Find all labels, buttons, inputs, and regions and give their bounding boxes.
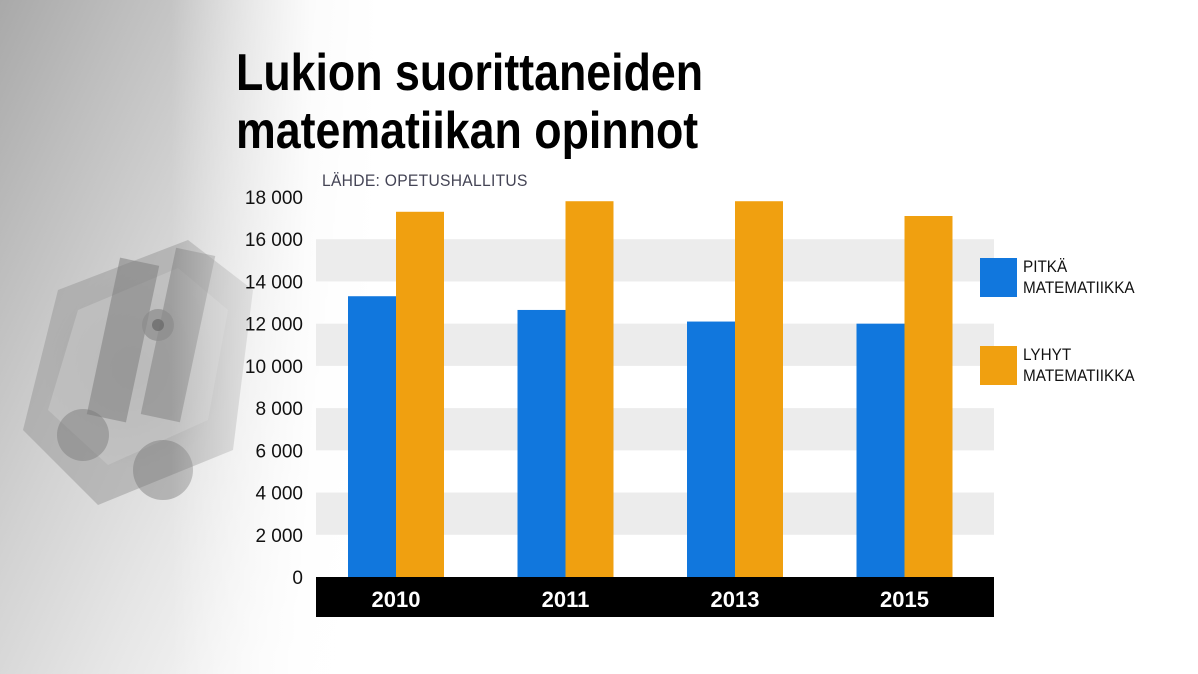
- legend-label-pitka-line-2: MATEMATIIKKA: [1023, 278, 1135, 297]
- x-tick-label: 2010: [372, 587, 421, 612]
- y-tick-label: 14 000: [245, 272, 303, 293]
- y-tick-label: 4 000: [255, 484, 303, 505]
- x-tick-label: 2013: [711, 587, 760, 612]
- chart-title-line-2: matematiikan opinnot: [236, 102, 699, 160]
- legend-label-lyhyt-line-1: LYHYT: [1023, 345, 1072, 364]
- bar-pitka-matematiikka: [856, 323, 905, 577]
- legend-label-pitka-line-1: PITKÄ: [1023, 257, 1068, 276]
- x-tick-label: 2011: [542, 587, 590, 612]
- x-axis-band: [316, 577, 994, 617]
- y-tick-label: 16 000: [245, 230, 303, 251]
- legend-label-lyhyt: LYHYT MATEMATIIKKA: [1023, 344, 1176, 386]
- legend-item-lyhyt: LYHYT MATEMATIIKKA: [980, 344, 1198, 396]
- bar-lyhyt-matematiikka: [735, 201, 783, 577]
- bar-lyhyt-matematiikka: [904, 216, 953, 577]
- y-tick-label: 0: [292, 568, 303, 589]
- y-tick-label: 10 000: [245, 357, 303, 378]
- y-tick-label: 8 000: [255, 399, 303, 420]
- chart-title: Lukion suorittaneiden matematiikan opinn…: [236, 44, 703, 160]
- bar-pitka-matematiikka: [687, 321, 735, 577]
- bar-pitka-matematiikka: [348, 296, 396, 577]
- legend-label-pitka: PITKÄ MATEMATIIKKA: [1023, 256, 1176, 298]
- y-tick-label: 6 000: [255, 441, 303, 462]
- legend-swatch-lyhyt: [980, 346, 1017, 385]
- legend-label-lyhyt-line-2: MATEMATIIKKA: [1023, 366, 1135, 385]
- y-tick-label: 12 000: [245, 315, 303, 336]
- x-tick-label: 2015: [880, 587, 929, 612]
- chart-title-line-1: Lukion suorittaneiden: [236, 44, 704, 102]
- source-note: LÄHDE: OPETUSHALLITUS: [322, 171, 528, 190]
- legend-swatch-pitka: [980, 258, 1017, 297]
- bar-lyhyt-matematiikka: [565, 201, 614, 577]
- bar-lyhyt-matematiikka: [396, 211, 444, 577]
- y-tick-label: 18 000: [245, 188, 303, 209]
- legend-item-pitka: PITKÄ MATEMATIIKKA: [980, 256, 1198, 308]
- bar-pitka-matematiikka: [517, 309, 566, 577]
- y-tick-label: 2 000: [255, 526, 303, 547]
